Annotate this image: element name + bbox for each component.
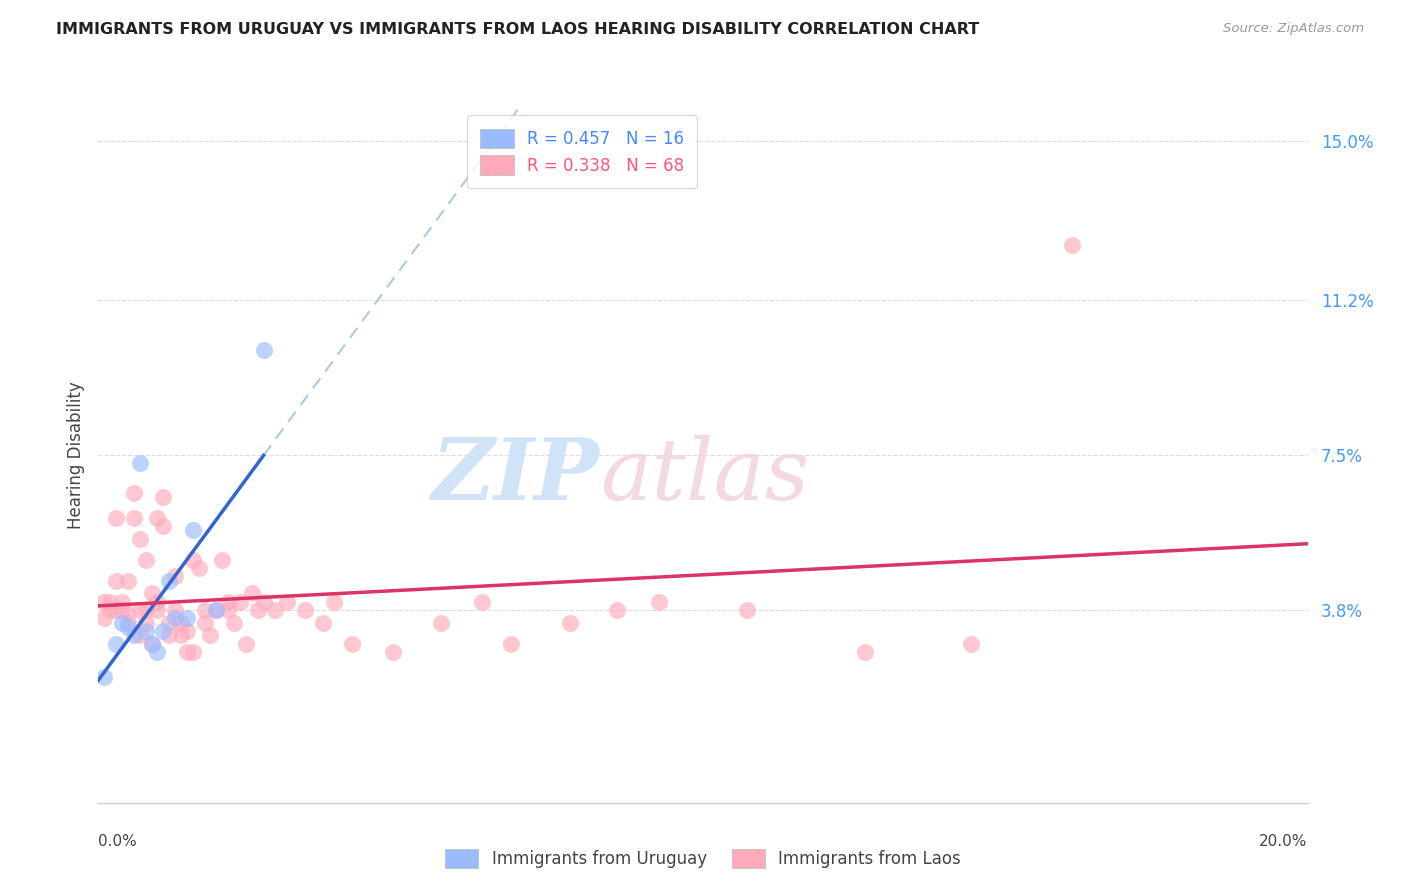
Point xyxy=(246,603,269,617)
Point xyxy=(187,561,209,575)
Point xyxy=(111,594,134,608)
Point xyxy=(606,603,628,617)
Point xyxy=(217,603,239,617)
Point xyxy=(165,611,187,625)
Point xyxy=(146,510,169,524)
Point xyxy=(211,552,233,566)
Point xyxy=(105,574,128,588)
Point xyxy=(200,628,222,642)
Point xyxy=(135,603,157,617)
Point xyxy=(93,670,115,684)
Point xyxy=(1060,238,1083,252)
Legend: Immigrants from Uruguay, Immigrants from Laos: Immigrants from Uruguay, Immigrants from… xyxy=(439,842,967,874)
Point xyxy=(853,645,876,659)
Point xyxy=(117,615,139,630)
Point xyxy=(735,603,758,617)
Point xyxy=(560,615,582,630)
Point xyxy=(471,594,494,608)
Point xyxy=(128,456,150,470)
Point xyxy=(117,620,139,634)
Point xyxy=(93,611,115,625)
Point xyxy=(176,624,198,638)
Point xyxy=(222,615,245,630)
Point xyxy=(128,603,150,617)
Point xyxy=(135,552,157,566)
Point xyxy=(98,603,121,617)
Point xyxy=(252,343,274,358)
Point xyxy=(111,603,134,617)
Point xyxy=(252,594,274,608)
Point xyxy=(128,532,150,546)
Point xyxy=(122,628,145,642)
Point xyxy=(146,594,169,608)
Text: 20.0%: 20.0% xyxy=(1260,834,1308,849)
Point xyxy=(501,636,523,650)
Point xyxy=(105,510,128,524)
Point xyxy=(194,603,217,617)
Point xyxy=(960,636,983,650)
Point xyxy=(157,628,180,642)
Text: ZIP: ZIP xyxy=(433,434,600,517)
Point xyxy=(217,594,239,608)
Point xyxy=(165,603,187,617)
Point xyxy=(93,594,115,608)
Point xyxy=(176,645,198,659)
Point xyxy=(141,586,163,600)
Point xyxy=(152,624,174,638)
Point xyxy=(229,594,252,608)
Y-axis label: Hearing Disability: Hearing Disability xyxy=(66,381,84,529)
Point xyxy=(194,615,217,630)
Point xyxy=(170,628,193,642)
Point xyxy=(323,594,346,608)
Point xyxy=(235,636,257,650)
Point xyxy=(429,615,451,630)
Text: Source: ZipAtlas.com: Source: ZipAtlas.com xyxy=(1223,22,1364,36)
Point xyxy=(240,586,263,600)
Point xyxy=(117,574,139,588)
Point xyxy=(117,607,139,622)
Point xyxy=(98,594,121,608)
Point xyxy=(105,636,128,650)
Point xyxy=(205,603,228,617)
Text: atlas: atlas xyxy=(600,434,810,517)
Text: IMMIGRANTS FROM URUGUAY VS IMMIGRANTS FROM LAOS HEARING DISABILITY CORRELATION C: IMMIGRANTS FROM URUGUAY VS IMMIGRANTS FR… xyxy=(56,22,980,37)
Point xyxy=(141,636,163,650)
Point xyxy=(340,636,363,650)
Point xyxy=(276,594,298,608)
Point xyxy=(157,574,180,588)
Point xyxy=(264,603,287,617)
Point xyxy=(170,615,193,630)
Point xyxy=(294,603,316,617)
Point xyxy=(135,624,157,638)
Point xyxy=(122,510,145,524)
Point xyxy=(135,615,157,630)
Point xyxy=(122,485,145,500)
Point xyxy=(152,490,174,504)
Point xyxy=(311,615,333,630)
Point xyxy=(205,603,228,617)
Point xyxy=(146,603,169,617)
Point xyxy=(181,552,204,566)
Point xyxy=(141,636,163,650)
Point xyxy=(382,645,405,659)
Point xyxy=(105,603,128,617)
Point xyxy=(181,524,204,538)
Point xyxy=(128,628,150,642)
Point xyxy=(648,594,671,608)
Point xyxy=(146,645,169,659)
Point xyxy=(152,519,174,533)
Point xyxy=(176,611,198,625)
Point xyxy=(157,615,180,630)
Text: 0.0%: 0.0% xyxy=(98,834,138,849)
Point xyxy=(165,569,187,583)
Point xyxy=(181,645,204,659)
Point xyxy=(111,615,134,630)
